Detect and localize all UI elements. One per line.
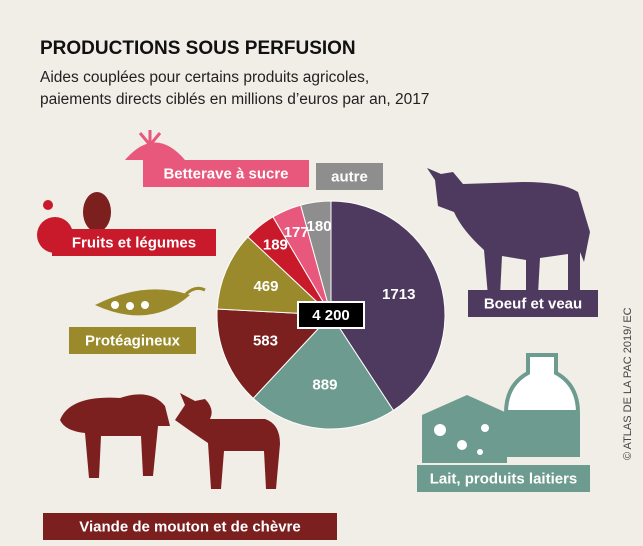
milk-icon xyxy=(422,353,580,463)
pie-slice xyxy=(216,308,333,400)
category-label: Protéagineux xyxy=(85,332,181,349)
total-label: 4 200 xyxy=(312,307,350,324)
pie xyxy=(216,200,446,430)
category-box xyxy=(52,229,216,256)
chart-title: PRODUCTIONS SOUS PERFUSION xyxy=(40,38,356,59)
cow-icon xyxy=(427,168,590,296)
subtitle: paiements directs ciblés en millions d’e… xyxy=(40,91,429,108)
category-label: Lait, produits laitiers xyxy=(430,470,578,487)
category-label: Betterave à sucre xyxy=(163,165,288,182)
category-box xyxy=(69,327,196,354)
value-label: 1713 xyxy=(382,286,415,303)
pie-slice xyxy=(300,200,332,316)
category-box xyxy=(143,160,309,187)
pea-icon xyxy=(95,286,206,316)
credit: © ATLAS DE LA PAC 2019/ EC xyxy=(622,307,634,460)
category-box xyxy=(316,163,383,190)
beet-icon xyxy=(125,130,185,160)
category-label: Viande de mouton et de chèvre xyxy=(79,518,300,535)
pie-slice xyxy=(216,236,333,316)
pie-slice xyxy=(252,314,395,430)
value-label: 469 xyxy=(253,278,278,295)
total-box xyxy=(297,301,365,329)
category-label: autre xyxy=(331,168,368,185)
value-label: 189 xyxy=(263,237,288,254)
value-label: 180 xyxy=(307,218,332,235)
category-label: Boeuf et veau xyxy=(484,295,582,312)
category-box xyxy=(417,465,590,492)
value-label: 177 xyxy=(284,224,309,241)
subtitle: Aides couplées pour certains produits ag… xyxy=(40,69,369,86)
category-box xyxy=(468,290,598,317)
category-box xyxy=(43,513,337,540)
sheep-goat-icon xyxy=(60,393,280,489)
value-label: 889 xyxy=(312,376,337,393)
value-label: 583 xyxy=(253,332,278,349)
category-label: Fruits et légumes xyxy=(72,234,196,251)
